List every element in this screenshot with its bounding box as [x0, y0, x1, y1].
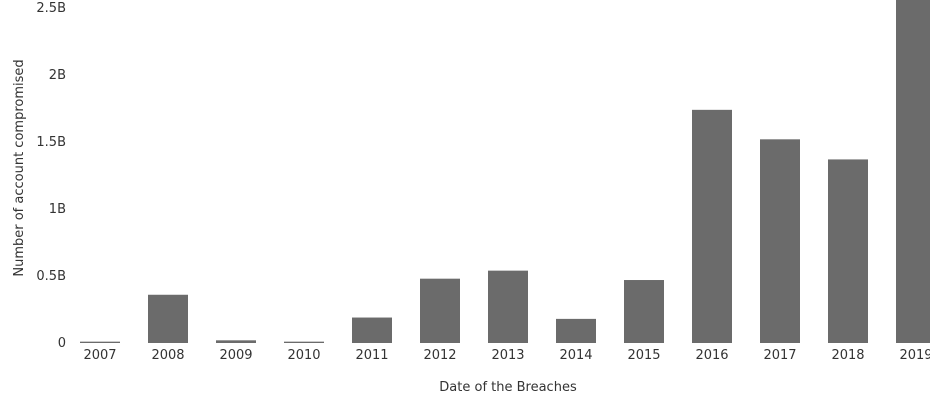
x-tick-label: 2018: [831, 348, 864, 363]
bars: [80, 0, 930, 343]
x-tick-label: 2007: [83, 348, 116, 363]
bar: [896, 0, 930, 343]
bar: [148, 294, 188, 343]
bar: [760, 139, 800, 343]
y-tick-label: 2B: [49, 68, 66, 83]
x-tick-label: 2010: [287, 348, 320, 363]
x-tick-label: 2012: [423, 348, 456, 363]
bar: [80, 341, 120, 343]
bar: [216, 340, 256, 343]
x-tick-label: 2014: [559, 348, 592, 363]
y-axis-title: Number of account compromised: [12, 59, 27, 276]
y-tick-label: 0: [58, 336, 66, 351]
x-tick-label: 2011: [355, 348, 388, 363]
y-tick-label: 0.5B: [36, 269, 66, 284]
bar: [828, 159, 868, 343]
x-tick-label: 2013: [491, 348, 524, 363]
x-axis-title: Date of the Breaches: [439, 380, 577, 395]
x-tick-label: 2009: [219, 348, 252, 363]
x-tick-label: 2019: [899, 348, 930, 363]
bar: [420, 278, 460, 343]
y-tick-label: 1.5B: [36, 135, 66, 150]
bar: [692, 109, 732, 343]
bar: [556, 318, 596, 343]
y-axis-ticks: 0 0.5B 1B 1.5B 2B 2.5B: [36, 1, 66, 351]
y-tick-label: 1B: [49, 202, 66, 217]
x-tick-label: 2008: [151, 348, 184, 363]
bar: [488, 270, 528, 343]
bar: [284, 341, 324, 343]
x-tick-label: 2017: [763, 348, 796, 363]
y-tick-label: 2.5B: [36, 1, 66, 16]
x-tick-label: 2016: [695, 348, 728, 363]
x-tick-label: 2015: [627, 348, 660, 363]
bar: [352, 317, 392, 343]
x-axis-ticks: 2007 2008 2009 2010 2011 2012 2013 2014 2015 2016…: [83, 348, 930, 363]
bar: [624, 280, 664, 343]
